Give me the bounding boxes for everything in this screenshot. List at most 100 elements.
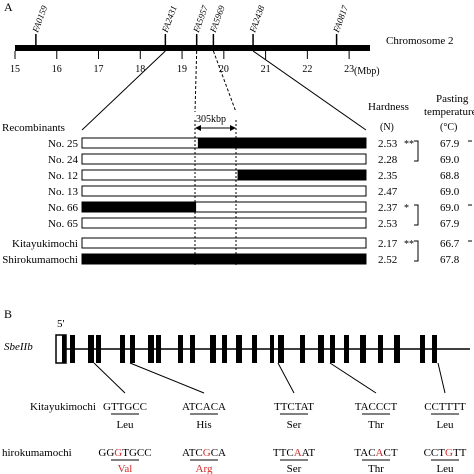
exon — [432, 335, 437, 363]
codon-shirokumamochi: CCTGTT — [424, 447, 467, 459]
hardness-value: 2.47 — [378, 186, 398, 198]
hardness-unit: (N) — [380, 122, 394, 133]
genotype-segment — [195, 201, 367, 213]
exon — [190, 335, 195, 363]
zoom-line-region-right — [212, 50, 237, 113]
exon — [330, 335, 335, 363]
pasting-unit: (°C) — [440, 122, 457, 133]
hardness-significance: * — [404, 203, 409, 214]
exon — [148, 335, 154, 363]
pasting-value: 66.7 — [440, 238, 460, 250]
scale-tick-label: 23 — [344, 64, 354, 75]
codon-kitayukimochi: ATCACA — [182, 401, 226, 413]
scale-tick-label: 22 — [302, 64, 312, 75]
hardness-title: Hardness — [368, 101, 409, 113]
genotype-segment — [81, 201, 197, 213]
hardness-significance: ** — [404, 239, 414, 250]
scale-tick-label: 18 — [135, 64, 145, 75]
row-label: No. 65 — [48, 218, 78, 230]
callout-line — [329, 362, 377, 394]
exon — [360, 335, 366, 363]
exon — [222, 335, 227, 363]
hardness-value: 2.17 — [378, 238, 398, 250]
genotype-segment — [81, 169, 239, 181]
zoom-line-left — [81, 50, 166, 131]
genotype-rows: No. 25 2.53 67.9 ** No. 24 2.28 69.0 No. 12 2.35… — [2, 50, 472, 266]
row-label: No. 24 — [48, 154, 78, 166]
exon — [252, 335, 257, 363]
gene-structure — [55, 334, 470, 364]
codon-kitayukimochi: TTCTAT — [274, 401, 314, 413]
exon — [210, 335, 216, 363]
exon — [270, 335, 274, 363]
row-label: No. 12 — [48, 170, 78, 182]
exon — [120, 335, 125, 363]
genotype-segment — [197, 137, 367, 149]
row-label: No. 13 — [48, 186, 78, 198]
pasting-title-1: Pasting — [436, 93, 469, 105]
scale-tick-label: 17 — [94, 64, 104, 75]
codon-kitayukimochi: TACCCT — [355, 401, 398, 413]
pasting-value: 67.8 — [440, 254, 460, 266]
genotype-segment — [81, 137, 199, 149]
marker-label: FA2431 — [159, 4, 178, 35]
panel-b-label: B — [4, 307, 12, 321]
zoom-line-region-left — [194, 50, 198, 113]
codon-comparison: GTTGCC Leu GGGTGCC Val ATCACA His ATCGCA Arg TTC… — [93, 362, 467, 474]
exon — [62, 335, 66, 363]
chromosome-label: Chromosome 2 — [386, 35, 454, 47]
codon-shirokumamochi: TTCAAT — [273, 447, 315, 459]
codon-shirokumamochi: ATCGCA — [182, 447, 226, 459]
hardness-value: 2.37 — [378, 202, 398, 214]
region-arrow-head-right — [230, 125, 236, 131]
amino-acid-kitayukimochi: His — [196, 419, 211, 431]
exon — [420, 335, 425, 363]
hardness-value: 2.28 — [378, 154, 398, 166]
scale-tick-label: 16 — [52, 64, 62, 75]
marker-label: FA2438 — [247, 4, 266, 35]
hardness-bracket — [414, 204, 419, 226]
callout-line — [277, 362, 295, 394]
exon — [88, 335, 94, 363]
row-label: Kitayukimochi — [12, 238, 78, 250]
exon — [394, 335, 400, 363]
gene-name: SbeIIb — [4, 341, 33, 353]
codon-shirokumamochi: GGGTGCC — [98, 447, 151, 459]
hardness-bracket — [414, 240, 419, 262]
region-arrow-head-left — [195, 125, 201, 131]
hardness-value: 2.53 — [378, 218, 398, 230]
exon — [178, 335, 183, 363]
variety-2-label: hirokumamochi — [2, 447, 72, 459]
scale-unit: (Mbp) — [354, 66, 380, 77]
pasting-value: 69.0 — [440, 186, 460, 198]
callout-line — [437, 362, 446, 394]
callout-line — [129, 362, 205, 394]
exon — [278, 335, 284, 363]
hardness-value: 2.52 — [378, 254, 397, 266]
amino-acid-shirokumamochi: Leu — [436, 463, 454, 474]
codon-kitayukimochi: GTTGCC — [103, 401, 147, 413]
genotype-segment — [81, 237, 367, 249]
row-label: No. 25 — [48, 138, 78, 150]
scale-tick-label: 20 — [219, 64, 229, 75]
exon — [156, 335, 161, 363]
exon — [344, 335, 349, 363]
panel-a-label: A — [4, 0, 13, 14]
pasting-value: 68.8 — [440, 170, 460, 182]
region-size-label: 305kbp — [196, 114, 226, 125]
amino-acid-shirokumamochi: Val — [118, 463, 133, 474]
scale-tick-label: 19 — [177, 64, 187, 75]
amino-acid-kitayukimochi: Leu — [436, 419, 454, 431]
hardness-significance: ** — [404, 139, 414, 150]
genotype-segment — [81, 253, 367, 265]
genotype-segment — [81, 185, 367, 197]
recombinants-label: Recombinants — [2, 122, 65, 134]
genotype-segment — [81, 153, 367, 165]
pasting-value: 67.9 — [440, 138, 460, 150]
five-prime-label: 5' — [57, 318, 65, 330]
callout-line — [93, 362, 126, 394]
genotype-segment — [81, 217, 367, 229]
pasting-title-2: temperature — [424, 106, 474, 118]
